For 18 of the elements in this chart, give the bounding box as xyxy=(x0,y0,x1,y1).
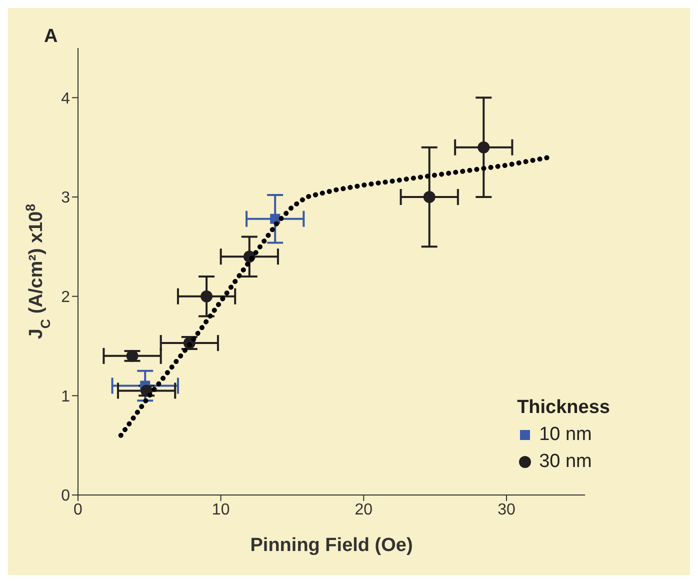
point xyxy=(126,350,138,362)
legend-label: 10 nm xyxy=(539,423,592,447)
x-tick-label: 0 xyxy=(74,501,83,518)
point xyxy=(423,191,436,203)
y-tick-label: 4 xyxy=(61,90,70,108)
legend-label: 30 nm xyxy=(539,450,592,474)
legend-title: Thickness xyxy=(517,396,610,420)
y-tick-label: 2 xyxy=(61,289,70,306)
text: A xyxy=(44,26,58,48)
y-tick-label: 1 xyxy=(61,388,70,406)
x-tick-label: 20 xyxy=(354,501,373,518)
x-axis-title: Pinning Field (Oe) xyxy=(250,535,413,556)
x-tick-label: 10 xyxy=(212,501,230,518)
x-tick-label: 30 xyxy=(498,501,516,518)
y-tick-label: 3 xyxy=(61,190,70,207)
point xyxy=(200,290,213,302)
y-tick-label: 0 xyxy=(61,488,70,505)
point xyxy=(478,141,490,154)
